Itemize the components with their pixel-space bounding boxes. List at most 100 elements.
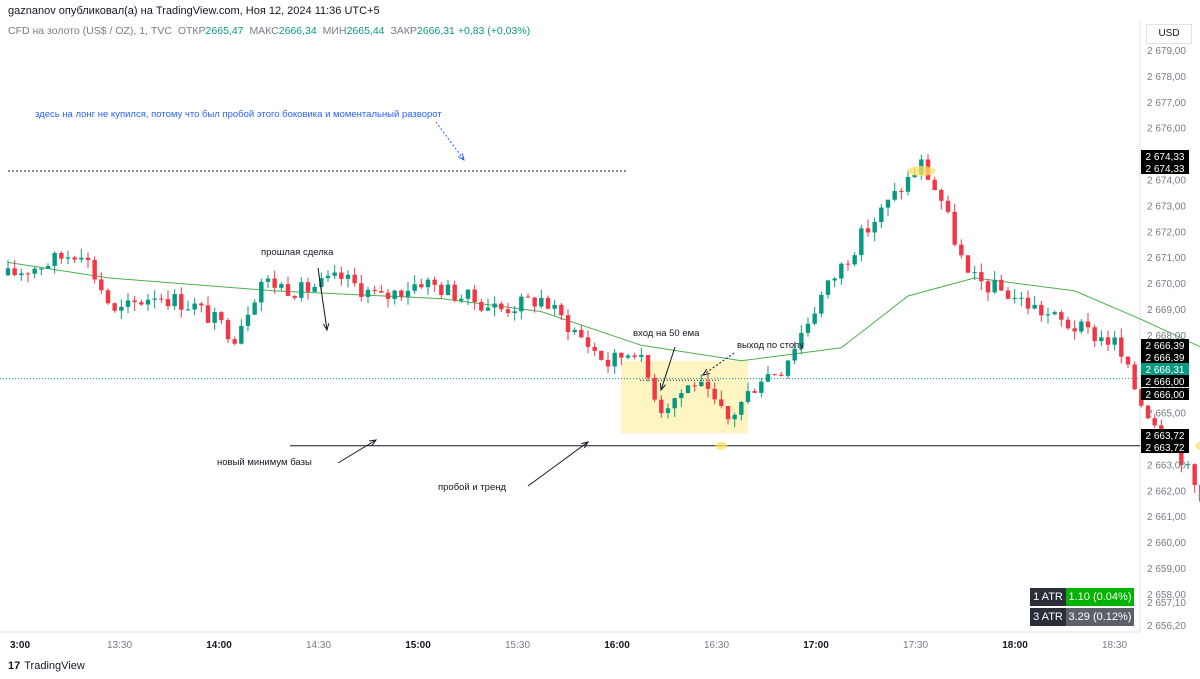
candle-body: [1119, 337, 1124, 357]
candle-body: [1125, 356, 1131, 365]
arrow-breakout: [527, 441, 589, 487]
price-tag-bg: [1141, 388, 1189, 400]
candle-body: [499, 303, 504, 310]
candle-body: [699, 381, 704, 386]
candle-body: [185, 309, 191, 311]
candle-body: [912, 174, 917, 177]
price-tag-label: 2 666,39: [1146, 341, 1185, 352]
time-tick-label: 15:30: [505, 640, 530, 651]
candle-body: [685, 385, 691, 394]
base-box: [621, 360, 748, 434]
candle-body: [25, 273, 31, 275]
atr-value: 3.29 (0.12%): [1066, 608, 1134, 626]
candle-body: [625, 355, 631, 358]
candle-body: [945, 200, 951, 212]
candle-body: [859, 228, 864, 256]
candle-body: [205, 305, 211, 323]
candle-body: [832, 278, 837, 281]
candle-body: [812, 313, 817, 324]
candle-body: [65, 257, 71, 259]
annotation-text: пробой и тренд: [438, 482, 506, 493]
time-tick-label: 13:30: [107, 640, 132, 651]
candle-body: [379, 290, 384, 293]
candle-body: [239, 325, 244, 344]
candle-body: [472, 289, 477, 303]
brand-name[interactable]: TradingView: [24, 660, 85, 672]
candle-body: [1132, 364, 1137, 390]
annotation-text: выход по стопу: [737, 340, 804, 351]
time-axis[interactable]: 3:00 13:30 14:00 14:30 15:00 15:30 16:00 16:30 1…: [10, 640, 1127, 651]
candle-body: [339, 272, 344, 279]
symbol-name[interactable]: CFD на золото (US$ / OZ), 1, TVC: [8, 25, 172, 37]
candle-body: [1185, 464, 1191, 466]
candle-body: [452, 284, 457, 301]
candle-body: [559, 304, 564, 316]
candle-body: [105, 290, 111, 304]
currency-button[interactable]: USD: [1146, 24, 1192, 44]
price-tick-label: 2 656,20: [1147, 621, 1186, 632]
candle-body: [79, 257, 84, 260]
high-value: 2666,34: [278, 25, 317, 37]
price-tick-label: 2 657,10: [1147, 598, 1186, 609]
arrow-entry-head: [659, 382, 666, 392]
candle-body: [245, 314, 251, 326]
candle-body: [525, 296, 531, 298]
price-tick-label: 2 659,00: [1147, 564, 1186, 575]
close-label: ЗАКР: [390, 25, 417, 37]
candle-body: [59, 252, 64, 259]
price-highlight: [907, 165, 936, 176]
annotation-text: прошлая сделка: [261, 247, 334, 258]
price-tag-label: 2 666,00: [1146, 377, 1185, 388]
annotation-arrows: [317, 121, 735, 487]
candle-body: [999, 279, 1004, 291]
candle-body: [365, 289, 371, 297]
candle-body: [752, 391, 757, 393]
candle-body: [772, 374, 777, 376]
candle-body: [285, 284, 291, 296]
price-tick-label: 2 674,00: [1147, 176, 1186, 187]
candle-body: [952, 211, 957, 245]
tradingview-logo-icon: 17: [8, 660, 21, 672]
candle-body: [192, 303, 197, 310]
candle-body: [1179, 446, 1184, 466]
open-label: ОТКР: [177, 25, 206, 37]
candle-body: [172, 294, 177, 307]
candle-body: [392, 290, 397, 299]
arrow-prev-trade: [317, 267, 328, 331]
annotation-text: новый минимум базы: [217, 457, 312, 468]
candle-body: [232, 339, 237, 344]
time-tick-label: 14:00: [206, 640, 232, 651]
candle-body: [639, 354, 644, 357]
footer: 17 TradingView: [8, 660, 85, 672]
price-axis[interactable]: 2 679,002 678,002 677,002 676,002 675,00…: [1147, 46, 1186, 632]
candle-body: [765, 374, 771, 382]
candle-body: [32, 268, 37, 274]
candle-body: [112, 303, 117, 311]
time-tick-label: 16:30: [704, 640, 729, 651]
price-highlight: [715, 441, 728, 450]
candle-body: [385, 292, 391, 299]
price-tick-label: 2 672,00: [1147, 227, 1186, 238]
low-label: МИН: [322, 25, 347, 37]
candle-body: [565, 315, 571, 333]
candle-body: [52, 252, 57, 266]
candle-body: [759, 381, 764, 393]
candle-body: [1019, 297, 1024, 299]
price-tick-label: 2 676,00: [1147, 124, 1186, 135]
candle-body: [745, 391, 751, 402]
candle-body: [1059, 312, 1064, 320]
candle-body: [872, 222, 877, 233]
annotation-text: здесь на лонг не купился, потому что был…: [35, 109, 442, 120]
candle-body: [152, 298, 157, 300]
high-label: МАКС: [249, 25, 279, 37]
atr-row-3: 3 ATR 3.29 (0.12%): [1030, 608, 1134, 626]
candle-body: [725, 406, 731, 420]
candle-body: [1025, 297, 1031, 309]
candle-body: [665, 408, 671, 413]
candle-body: [412, 284, 417, 291]
candle-body: [592, 346, 597, 351]
candle-body: [679, 393, 684, 399]
price-tick-label: 2 663,00: [1147, 460, 1186, 471]
arrow-prev-trade-head: [322, 323, 330, 332]
